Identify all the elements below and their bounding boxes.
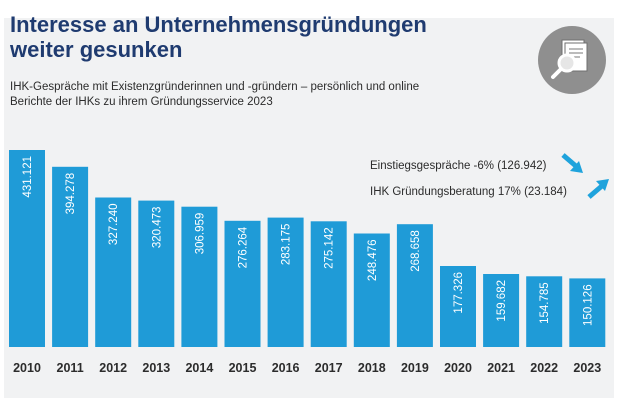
value-label-2016: 283.175 xyxy=(281,224,293,266)
bar-2017 xyxy=(310,221,347,347)
bar-2014 xyxy=(181,206,218,347)
value-label-2020: 177.326 xyxy=(453,272,465,314)
bar-2011 xyxy=(52,166,89,347)
bar-2021 xyxy=(483,274,520,347)
tick-label-2012: 2012 xyxy=(99,361,127,375)
bar-2013 xyxy=(138,200,175,347)
value-label-2010: 431.121 xyxy=(22,156,34,198)
legend-item-gruendungsberatung: IHK Gründungsberatung 17% (23.184) xyxy=(370,186,567,198)
value-label-2017: 275.142 xyxy=(324,227,336,269)
tick-label-2011: 2011 xyxy=(57,361,84,375)
tick-label-2013: 2013 xyxy=(142,361,170,375)
tick-label-2019: 2019 xyxy=(401,361,429,375)
bar-2019 xyxy=(396,224,433,347)
subtitle-line-1: IHK-Gespräche mit Existenzgründerinnen u… xyxy=(10,81,420,93)
chart-title: Interesse an Unternehmensgründungen weit… xyxy=(10,12,480,62)
value-label-2023: 150.126 xyxy=(582,284,594,326)
chart-subtitle: IHK-Gespräche mit Existenzgründerinnen u… xyxy=(10,80,470,110)
legend-label-1: Einstiegsgespräche -6% (126.942) xyxy=(370,160,547,172)
bar-2016 xyxy=(267,217,304,347)
tick-label-2017: 2017 xyxy=(315,361,343,375)
legend-item-einstiegsgespraeche: Einstiegsgespräche -6% (126.942) xyxy=(370,160,546,172)
tick-label-2015: 2015 xyxy=(229,361,257,375)
tick-label-2018: 2018 xyxy=(358,361,386,375)
arrow-down-right-icon xyxy=(561,153,583,173)
title-line-1: Interesse an Unternehmensgründungen xyxy=(10,12,427,37)
legend-label-2: IHK Gründungsberatung 17% (23.184) xyxy=(370,186,567,198)
title-line-2: weiter gesunken xyxy=(10,37,183,62)
bar-2023 xyxy=(569,278,606,347)
document-magnifier-icon xyxy=(538,26,606,94)
value-label-2013: 320.473 xyxy=(151,207,163,249)
tick-label-2023: 2023 xyxy=(573,361,601,375)
tick-label-2010: 2010 xyxy=(13,361,41,375)
subtitle-line-2: Berichte der IHKs zu ihrem Gründungsserv… xyxy=(10,96,273,108)
value-label-2012: 327.240 xyxy=(108,204,120,246)
tick-label-2014: 2014 xyxy=(185,361,213,375)
tick-label-2016: 2016 xyxy=(272,361,300,375)
value-label-2014: 306.959 xyxy=(194,213,206,255)
bar-2012 xyxy=(95,197,132,347)
value-label-2018: 248.476 xyxy=(367,240,379,282)
tick-label-2020: 2020 xyxy=(444,361,472,375)
bar-2018 xyxy=(353,233,390,347)
arrow-up-right-icon xyxy=(587,179,609,199)
bar-2022 xyxy=(526,276,563,347)
tick-label-2021: 2021 xyxy=(487,361,515,375)
bar-2020 xyxy=(440,266,476,347)
value-label-2021: 159.682 xyxy=(496,280,508,322)
value-label-2019: 268.658 xyxy=(410,230,422,272)
value-label-2015: 276.264 xyxy=(238,226,250,268)
value-label-2022: 154.785 xyxy=(539,282,551,324)
bar-2010 xyxy=(9,150,45,347)
value-label-2011: 394.278 xyxy=(65,173,77,215)
bar-2015 xyxy=(224,220,261,347)
tick-label-2022: 2022 xyxy=(530,361,558,375)
